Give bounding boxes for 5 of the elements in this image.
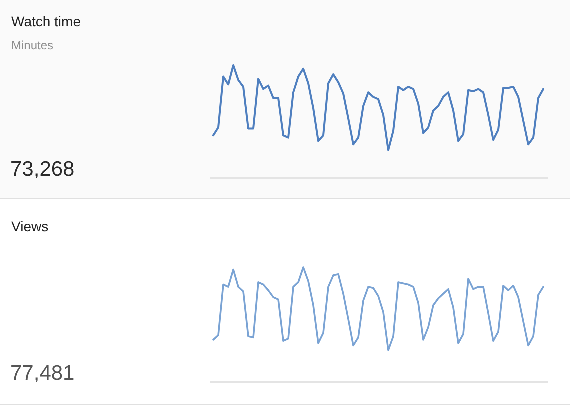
- text: Views: [12, 218, 49, 234]
- text: 77,481: [10, 362, 75, 385]
- text: Minutes: [12, 38, 54, 52]
- text: Watch time: [12, 14, 82, 30]
- text: 73,268: [10, 158, 75, 181]
